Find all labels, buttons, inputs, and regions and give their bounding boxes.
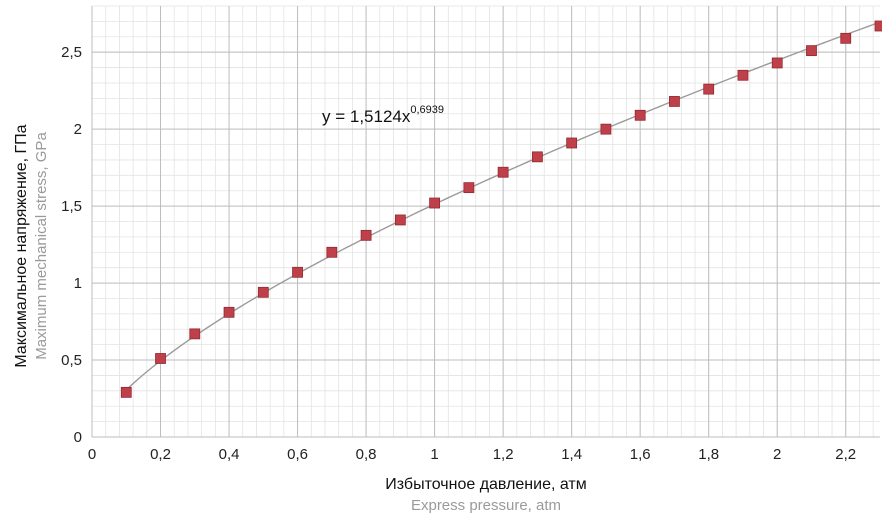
data-point <box>771 57 783 69</box>
x-tick-label: 1 <box>430 446 438 463</box>
data-point <box>566 137 578 149</box>
x-tick-label: 2 <box>773 446 781 463</box>
x-tick-label: 1,4 <box>561 446 582 463</box>
data-point <box>669 96 680 107</box>
x-tick-label: 0,6 <box>287 446 308 463</box>
y-tick-label: 1 <box>74 275 82 292</box>
major-grid <box>91 6 880 438</box>
x-tick-label: 1,2 <box>493 446 514 463</box>
y-tick-label: 2 <box>74 121 82 138</box>
data-point <box>806 45 817 57</box>
data-point <box>360 229 372 241</box>
data-point <box>874 20 882 32</box>
data-point <box>634 109 646 121</box>
data-point <box>497 166 509 178</box>
data-point <box>394 214 406 226</box>
x-tick-label: 2,2 <box>835 446 856 463</box>
y-tick-label: 0 <box>74 429 82 446</box>
data-point <box>463 182 475 194</box>
y-axis-title: Максимальное напряжение, ГПа <box>13 124 30 367</box>
x-tick-labels: 0 0,2 0,4 0,6 0,8 1 1,2 1,4 1,6 1,8 2 2,2 <box>88 446 856 463</box>
data-point <box>155 353 166 364</box>
x-axis-title: Избыточное давление, атм <box>385 476 586 493</box>
x-tick-label: 0,4 <box>219 446 240 463</box>
data-point <box>120 386 132 398</box>
data-point <box>223 306 235 318</box>
x-tick-label: 0 <box>88 446 96 463</box>
data-points <box>120 20 882 398</box>
data-point <box>531 151 543 163</box>
minor-grid <box>91 5 880 438</box>
x-axis-subtitle: Express pressure, atm <box>411 497 561 514</box>
data-point <box>326 246 338 258</box>
equation-exponent: 0,6939 <box>410 104 444 116</box>
data-point <box>429 197 441 209</box>
x-tick-label: 1,8 <box>698 446 719 463</box>
equation-main: y = 1,5124x <box>322 107 411 126</box>
x-tick-label: 1,6 <box>630 446 651 463</box>
data-point <box>292 266 303 278</box>
data-point <box>840 32 852 44</box>
y-tick-label: 0,5 <box>61 352 82 369</box>
data-point <box>600 123 612 135</box>
x-tick-label: 0,8 <box>356 446 377 463</box>
data-point <box>737 69 749 81</box>
data-point <box>189 328 201 340</box>
x-tick-label: 0,2 <box>150 446 171 463</box>
y-tick-labels: 0 0,5 1 1,5 2 2,5 <box>61 44 82 446</box>
y-axis-subtitle: Maximum mechanical stress, GPa <box>33 132 50 360</box>
data-point <box>257 286 269 298</box>
y-tick-label: 1,5 <box>61 198 82 215</box>
y-tick-label: 2,5 <box>61 44 82 61</box>
data-point <box>703 83 715 95</box>
equation-label: y = 1,5124x0,6939 <box>322 104 444 126</box>
